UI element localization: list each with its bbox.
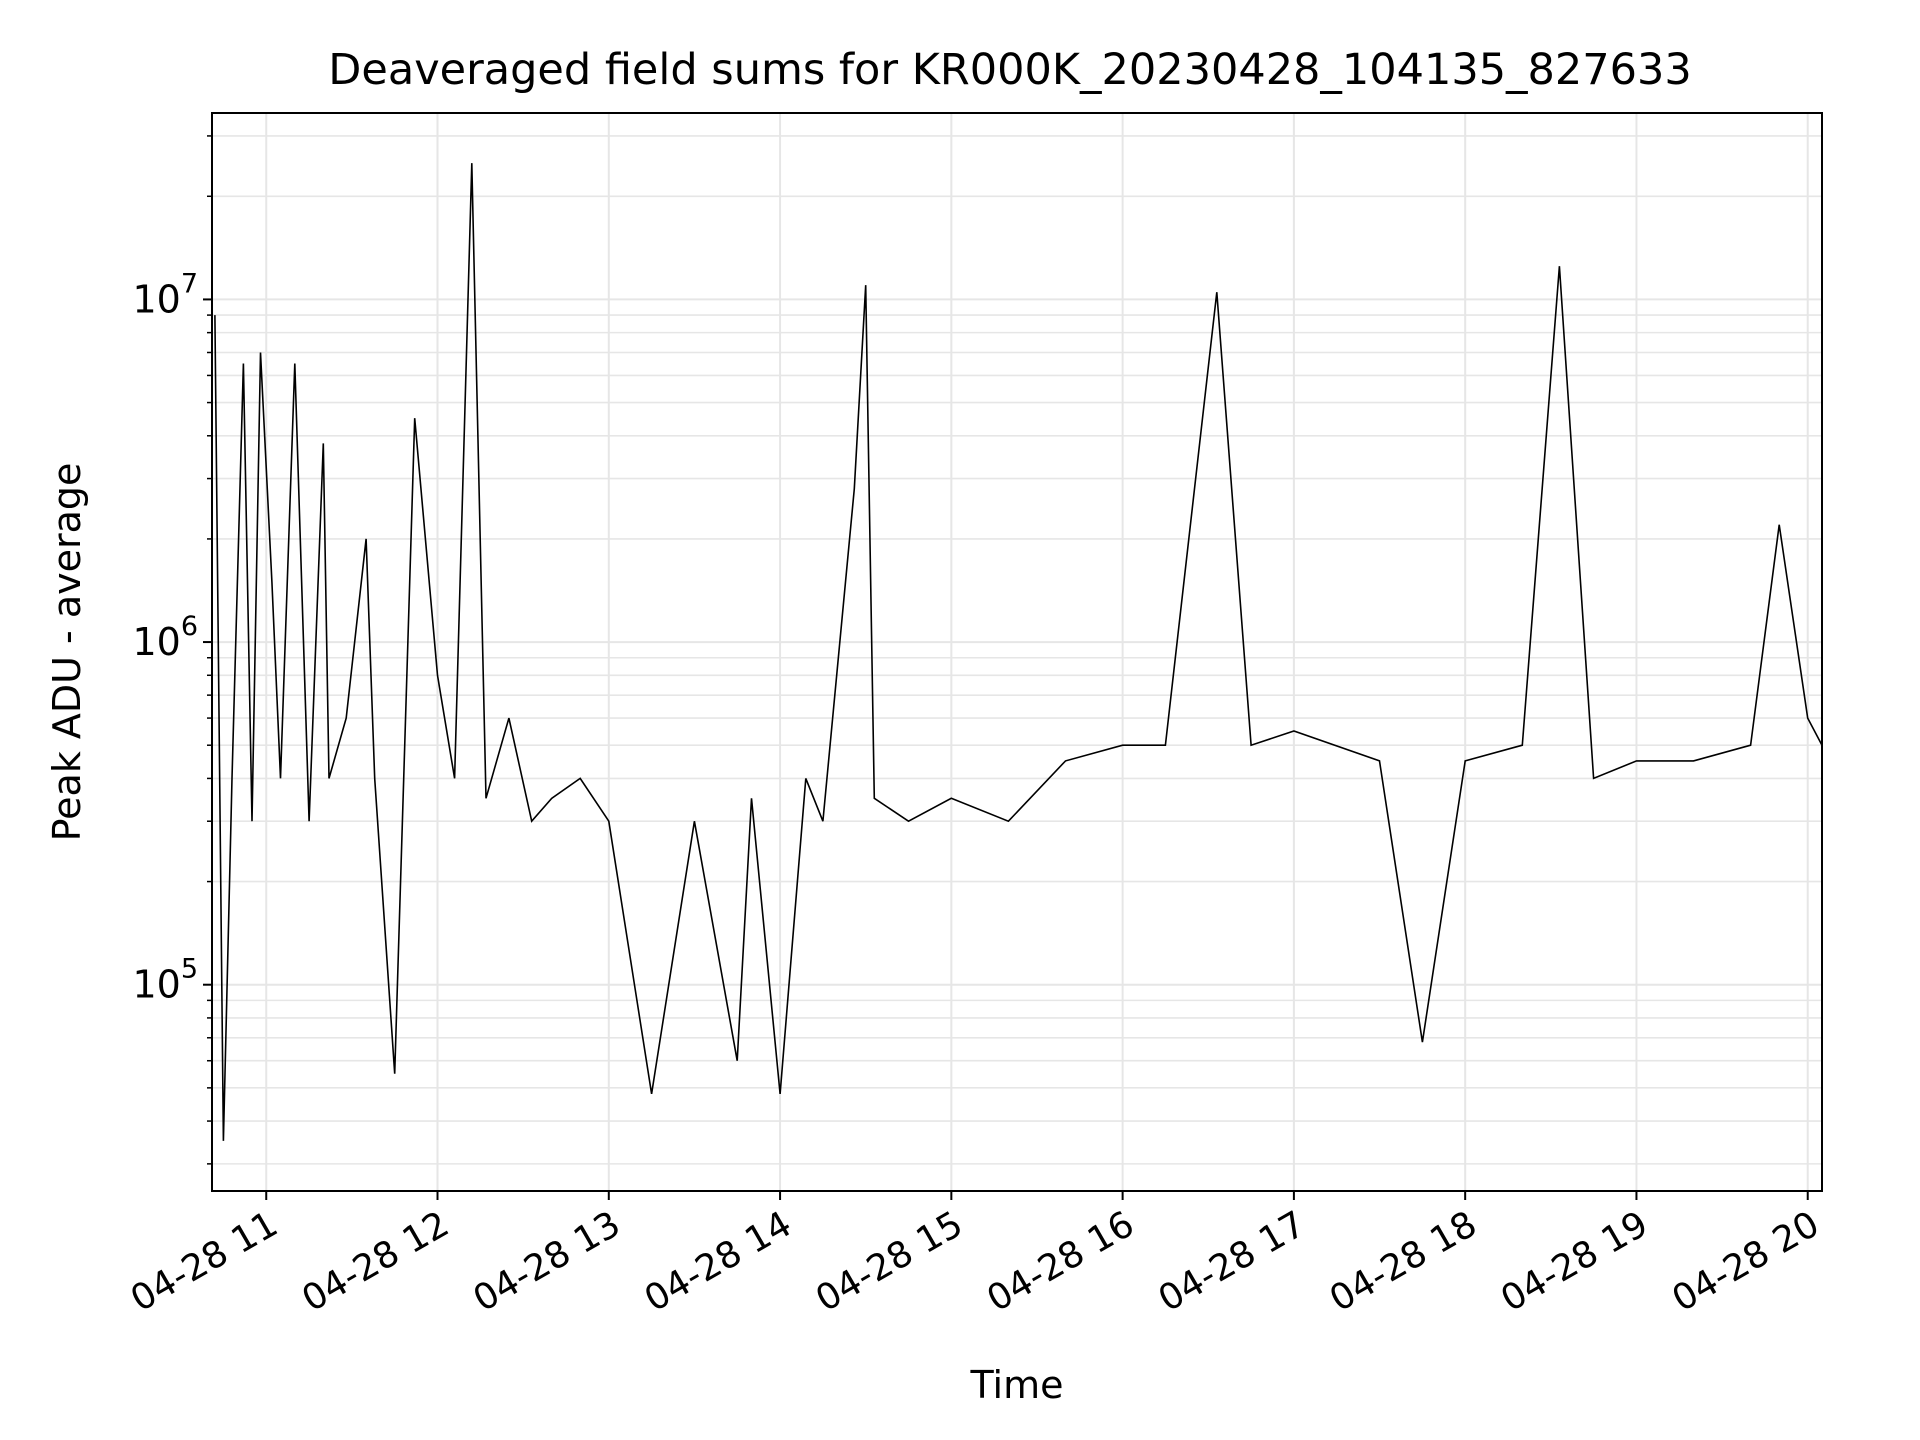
y-axis-label: Peak ADU - average [45, 463, 89, 842]
grid [212, 113, 1822, 1191]
plot-frame [211, 112, 1823, 1192]
y-tick-label: 106 [132, 611, 198, 664]
series-line-0 [214, 163, 1823, 1141]
series-line-group [214, 163, 1823, 1141]
x-axis-label: Time [970, 1363, 1064, 1407]
chart-title: Deaveraged field sums for KR000K_2023042… [328, 45, 1691, 95]
